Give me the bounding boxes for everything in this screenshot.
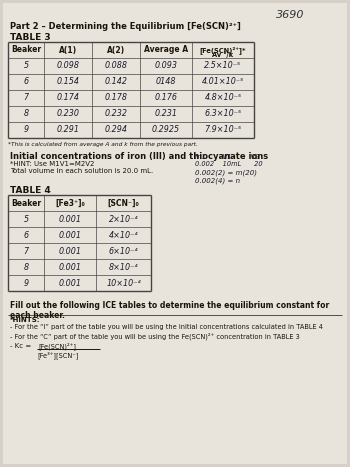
Text: 6: 6 bbox=[23, 78, 29, 86]
Text: - Kc =: - Kc = bbox=[10, 343, 31, 349]
Text: Beaker: Beaker bbox=[11, 198, 41, 207]
Text: 0.001: 0.001 bbox=[58, 278, 82, 288]
Text: 10×10⁻⁴: 10×10⁻⁴ bbox=[106, 278, 141, 288]
Text: [Fe3⁺]₀: [Fe3⁺]₀ bbox=[55, 198, 85, 207]
Text: 6.3×10⁻⁵: 6.3×10⁻⁵ bbox=[204, 109, 241, 119]
Text: 7: 7 bbox=[23, 93, 29, 102]
Text: TABLE 4: TABLE 4 bbox=[10, 186, 51, 195]
Text: 4.8×10⁻⁵: 4.8×10⁻⁵ bbox=[204, 93, 241, 102]
Text: m1        V1         V2: m1 V1 V2 bbox=[195, 154, 259, 160]
Text: Av ¹/k: Av ¹/k bbox=[212, 51, 233, 58]
Text: Average A: Average A bbox=[144, 45, 188, 55]
Text: [Fe(SCN)²⁺]: [Fe(SCN)²⁺] bbox=[38, 342, 76, 350]
Text: 0148: 0148 bbox=[156, 78, 176, 86]
Text: Total volume in each solution is 20.0 mL.: Total volume in each solution is 20.0 mL… bbox=[10, 168, 153, 174]
Text: 0.001: 0.001 bbox=[58, 247, 82, 255]
Text: 0.088: 0.088 bbox=[105, 62, 127, 71]
Text: 0.231: 0.231 bbox=[154, 109, 177, 119]
Text: A(1): A(1) bbox=[59, 45, 77, 55]
Text: A(2): A(2) bbox=[107, 45, 125, 55]
Text: *HINT: Use M1V1=M2V2: *HINT: Use M1V1=M2V2 bbox=[10, 161, 95, 167]
Text: 0.230: 0.230 bbox=[56, 109, 79, 119]
Text: 7.9×10⁻⁵: 7.9×10⁻⁵ bbox=[204, 126, 241, 134]
Text: 0.093: 0.093 bbox=[154, 62, 177, 71]
Text: 0.001: 0.001 bbox=[58, 214, 82, 224]
Text: 2×10⁻⁴: 2×10⁻⁴ bbox=[109, 214, 138, 224]
Text: TABLE 3: TABLE 3 bbox=[10, 33, 51, 42]
Text: 0.001: 0.001 bbox=[58, 231, 82, 240]
Text: 0.178: 0.178 bbox=[105, 93, 127, 102]
Text: 6×10⁻⁴: 6×10⁻⁴ bbox=[109, 247, 138, 255]
Text: 6: 6 bbox=[23, 231, 29, 240]
Text: 4×10⁻⁴: 4×10⁻⁴ bbox=[109, 231, 138, 240]
Text: 9: 9 bbox=[23, 126, 29, 134]
Text: *This is calculated from average A and k from the previous part.: *This is calculated from average A and k… bbox=[8, 142, 198, 147]
Text: 0.002(2) = m(20): 0.002(2) = m(20) bbox=[195, 169, 257, 176]
Text: 7: 7 bbox=[23, 247, 29, 255]
Text: [Fe(SCN)²⁺]*: [Fe(SCN)²⁺]* bbox=[200, 46, 246, 54]
Text: 3690: 3690 bbox=[276, 10, 304, 20]
Text: 0.232: 0.232 bbox=[105, 109, 127, 119]
Text: Initial concentrations of iron (III) and thiocyanate ions: Initial concentrations of iron (III) and… bbox=[10, 152, 268, 161]
Text: *HINTS:: *HINTS: bbox=[10, 317, 41, 323]
Text: [SCN⁻]₀: [SCN⁻]₀ bbox=[108, 198, 139, 207]
Text: 5: 5 bbox=[23, 62, 29, 71]
Text: - For the “I” part of the table you will be using the initial concentrations cal: - For the “I” part of the table you will… bbox=[10, 324, 323, 330]
Text: 4.01×10⁻⁵: 4.01×10⁻⁵ bbox=[202, 78, 244, 86]
Text: 0.154: 0.154 bbox=[56, 78, 79, 86]
Text: 2.5×10⁻⁵: 2.5×10⁻⁵ bbox=[204, 62, 241, 71]
Text: 5: 5 bbox=[23, 214, 29, 224]
Text: 0.291: 0.291 bbox=[56, 126, 79, 134]
Text: 8×10⁻⁴: 8×10⁻⁴ bbox=[109, 262, 138, 271]
Text: 0.176: 0.176 bbox=[154, 93, 177, 102]
Text: 0.001: 0.001 bbox=[58, 262, 82, 271]
Text: - For the “C” part of the table you will be using the Fe(SCN)²⁺ concentration in: - For the “C” part of the table you will… bbox=[10, 332, 300, 340]
Text: 0.174: 0.174 bbox=[56, 93, 79, 102]
Text: Fill out the following ICE tables to determine the equilibrium constant for each: Fill out the following ICE tables to det… bbox=[10, 301, 329, 320]
Text: Beaker: Beaker bbox=[11, 45, 41, 55]
Text: 9: 9 bbox=[23, 278, 29, 288]
Text: 0.142: 0.142 bbox=[105, 78, 127, 86]
Text: 0.002(4) = n: 0.002(4) = n bbox=[195, 177, 240, 184]
Text: 0.098: 0.098 bbox=[56, 62, 79, 71]
Text: [Fe³⁺][SCN⁻]: [Fe³⁺][SCN⁻] bbox=[37, 351, 78, 359]
Text: Part 2 – Determining the Equilibrium [Fe(SCN)²⁺]: Part 2 – Determining the Equilibrium [Fe… bbox=[10, 22, 241, 31]
Text: 0.294: 0.294 bbox=[105, 126, 127, 134]
Text: 8: 8 bbox=[23, 109, 29, 119]
Text: 0.002    10mL      20: 0.002 10mL 20 bbox=[195, 161, 262, 167]
Text: 0.2925: 0.2925 bbox=[152, 126, 180, 134]
Text: 8: 8 bbox=[23, 262, 29, 271]
